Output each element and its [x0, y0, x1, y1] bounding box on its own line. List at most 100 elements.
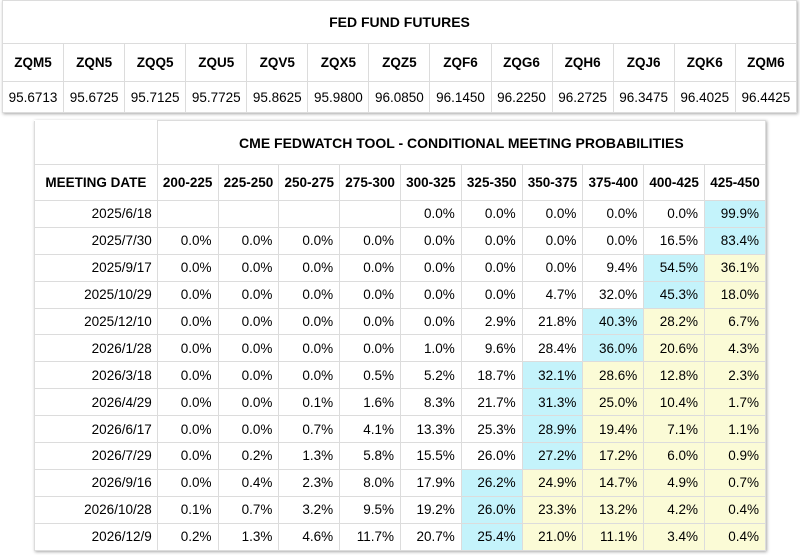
- probability-cell: 0.0%: [156, 334, 219, 363]
- probability-rows: 2025/6/18 0.0% 0.0% 0.0% 0.0% 0.0% 99.9% 2025/7…: [34, 200, 766, 551]
- probability-cell: 0.0%: [278, 361, 341, 390]
- fed-fund-futures-table: FED FUND FUTURES ZQM5 ZQN5 ZQQ5 ZQU5 ZQV5 ZQX…: [1, 0, 798, 113]
- probability-cell: 0.0%: [582, 226, 645, 255]
- meeting-date: 2025/6/18: [34, 200, 158, 228]
- rate-range-header: 250-275: [278, 164, 341, 201]
- futures-price: 96.1450: [429, 81, 492, 113]
- futures-price: 96.0850: [368, 81, 431, 113]
- probability-cell: 3.2%: [278, 495, 341, 524]
- probability-cell: 0.0%: [156, 280, 219, 309]
- probability-cell: 13.2%: [582, 495, 645, 524]
- probability-cell: 0.0%: [582, 200, 645, 228]
- futures-price: 96.3475: [612, 81, 675, 113]
- probability-cell: 24.9%: [521, 468, 584, 497]
- probability-cell: 0.0%: [156, 442, 219, 470]
- futures-price: 95.8625: [246, 81, 309, 113]
- futures-symbol: ZQX5: [307, 43, 370, 82]
- rate-range-header-row: MEETING DATE 200-225 225-250 250-275 275-30…: [34, 164, 766, 201]
- probability-cell: 2.3%: [704, 361, 766, 390]
- futures-symbol: ZQZ5: [368, 43, 431, 82]
- table-row: 2026/10/28 0.1% 0.7% 3.2% 9.5% 19.2% 26.0% 23.3…: [34, 495, 766, 524]
- meeting-date: 2026/12/9: [34, 522, 158, 551]
- probability-cell: 0.4%: [704, 522, 766, 551]
- probability-cell: 0.0%: [217, 334, 280, 363]
- futures-symbol: ZQM5: [1, 43, 65, 82]
- rate-range-header: 400-425: [643, 164, 706, 201]
- probability-cell: 0.0%: [278, 253, 341, 282]
- table-row: 2025/12/10 0.0% 0.0% 0.0% 0.0% 0.0% 2.9% 21.8% 4…: [34, 307, 766, 336]
- probability-cell: 0.0%: [217, 253, 280, 282]
- probability-cell: 4.2%: [643, 495, 706, 524]
- futures-symbol: ZQV5: [246, 43, 309, 82]
- table-row: 2025/9/17 0.0% 0.0% 0.0% 0.0% 0.0% 0.0% 0.0% 9.4…: [34, 253, 766, 282]
- probability-cell: 17.2%: [582, 442, 645, 470]
- probability-cell: [156, 200, 219, 228]
- futures-symbol-row: ZQM5 ZQN5 ZQQ5 ZQU5 ZQV5 ZQX5 ZQZ5 ZQF6 ZQG6 ZQH6…: [1, 43, 798, 82]
- probability-cell: 6.7%: [704, 307, 766, 336]
- futures-symbol: ZQG6: [490, 43, 553, 82]
- probability-cell: 0.0%: [399, 280, 462, 309]
- probability-cell: 11.1%: [582, 522, 645, 551]
- table-row: 2026/4/29 0.0% 0.0% 0.1% 1.6% 8.3% 21.7% 31.3% 2…: [34, 388, 766, 417]
- probability-cell: 19.2%: [399, 495, 462, 524]
- meeting-date: 2025/12/10: [34, 307, 158, 336]
- probability-cell: 0.0%: [339, 253, 401, 282]
- probability-cell: 0.0%: [278, 334, 341, 363]
- probability-cell: 2.9%: [460, 307, 523, 336]
- probability-cell: 21.8%: [521, 307, 584, 336]
- probability-cell: 1.7%: [704, 388, 766, 417]
- table-row: 2026/7/29 0.0% 0.2% 1.3% 5.8% 15.5% 26.0% 27.2%…: [34, 442, 766, 470]
- rate-range-header: 350-375: [521, 164, 584, 201]
- probability-cell: 28.6%: [582, 361, 645, 390]
- probability-cell: 0.0%: [217, 307, 280, 336]
- probability-cell: 0.0%: [156, 468, 219, 497]
- probability-cell: 0.0%: [460, 200, 523, 228]
- probability-cell: 14.7%: [582, 468, 645, 497]
- probability-cell: 0.2%: [156, 522, 219, 551]
- probability-cell: 21.0%: [521, 522, 584, 551]
- probability-cell: 1.3%: [217, 522, 280, 551]
- futures-price-row: 95.6713 95.6725 95.7125 95.7725 95.8625 95.98…: [1, 81, 798, 113]
- probability-cell: 0.0%: [339, 334, 401, 363]
- probability-cell: 0.0%: [460, 253, 523, 282]
- probability-cell: 3.4%: [643, 522, 706, 551]
- probability-cell: 2.3%: [278, 468, 341, 497]
- rate-range-header: 300-325: [399, 164, 462, 201]
- futures-price: 96.4025: [673, 81, 736, 113]
- probability-cell: 4.7%: [521, 280, 584, 309]
- probability-cell: 28.9%: [521, 415, 584, 444]
- probability-cell: 15.5%: [399, 442, 462, 470]
- rate-range-header: 275-300: [339, 164, 401, 201]
- probability-cell: 9.5%: [339, 495, 401, 524]
- probability-cell: 25.3%: [460, 415, 523, 444]
- probability-cell: 0.9%: [704, 442, 766, 470]
- meeting-date: 2026/10/28: [34, 495, 158, 524]
- probability-cell: 36.0%: [582, 334, 645, 363]
- meeting-date: 2025/10/29: [34, 280, 158, 309]
- meeting-date: 2026/4/29: [34, 388, 158, 417]
- futures-symbol: ZQJ6: [612, 43, 675, 82]
- meeting-date: 2025/9/17: [34, 253, 158, 282]
- probability-cell: 0.0%: [399, 200, 462, 228]
- table-row: 2026/9/16 0.0% 0.4% 2.3% 8.0% 17.9% 26.2% 24.9%…: [34, 468, 766, 497]
- futures-price: 95.9800: [307, 81, 370, 113]
- futures-symbol: ZQM6: [734, 43, 798, 82]
- probability-cell: 26.0%: [460, 495, 523, 524]
- corner-cell: [34, 120, 158, 165]
- probability-cell: 0.0%: [643, 200, 706, 228]
- probability-cell: 0.1%: [156, 495, 219, 524]
- probability-cell: [278, 200, 341, 228]
- rate-range-header: 200-225: [156, 164, 219, 201]
- table-row: 2026/3/18 0.0% 0.0% 0.0% 0.5% 5.2% 18.7% 32.1% 2…: [34, 361, 766, 390]
- probability-cell: 0.0%: [217, 415, 280, 444]
- probability-cell: 18.0%: [704, 280, 766, 309]
- meeting-date: 2026/9/16: [34, 468, 158, 497]
- probability-cell: 0.0%: [156, 415, 219, 444]
- probability-cell: 9.4%: [582, 253, 645, 282]
- meeting-date: 2026/6/17: [34, 415, 158, 444]
- table-row: 2026/6/17 0.0% 0.0% 0.7% 4.1% 13.3% 25.3% 28.9%…: [34, 415, 766, 444]
- probability-cell: 0.0%: [339, 280, 401, 309]
- probability-cell: 5.2%: [399, 361, 462, 390]
- futures-symbol: ZQQ5: [124, 43, 187, 82]
- probability-cell: 0.0%: [339, 226, 401, 255]
